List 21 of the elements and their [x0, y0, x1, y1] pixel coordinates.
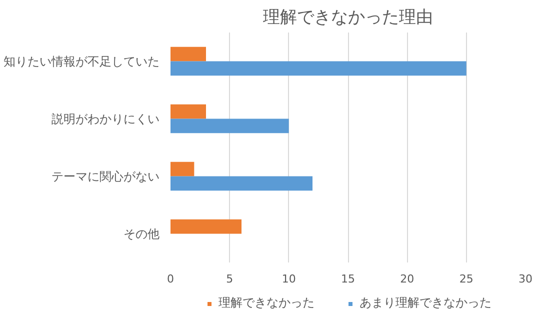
bar — [170, 219, 242, 234]
bar — [170, 61, 466, 76]
bar — [170, 162, 194, 176]
x-tick-label: 10 — [282, 272, 296, 286]
bar — [170, 104, 206, 119]
y-tick-label: その他 — [124, 226, 160, 241]
x-tick-label: 20 — [400, 272, 414, 286]
x-tick-label: 15 — [341, 272, 355, 286]
y-tick-label: テーマに関心がない — [52, 169, 160, 184]
bar — [170, 176, 312, 191]
legend-label: あまり理解できなかった — [360, 294, 492, 312]
x-tick-label: 30 — [518, 272, 532, 286]
chart-title: 理解できなかった理由 — [263, 8, 433, 28]
legend-label: 理解できなかった — [218, 294, 314, 312]
x-tick-label: 0 — [167, 272, 174, 286]
bar — [170, 118, 289, 134]
y-tick-label: 説明がわかりにくい — [52, 112, 160, 126]
x-tick-label: 25 — [459, 272, 474, 286]
x-tick-label: 5 — [226, 272, 234, 286]
bar — [170, 46, 206, 62]
y-tick-label: 知りたい情報が不足していた — [4, 54, 160, 68]
